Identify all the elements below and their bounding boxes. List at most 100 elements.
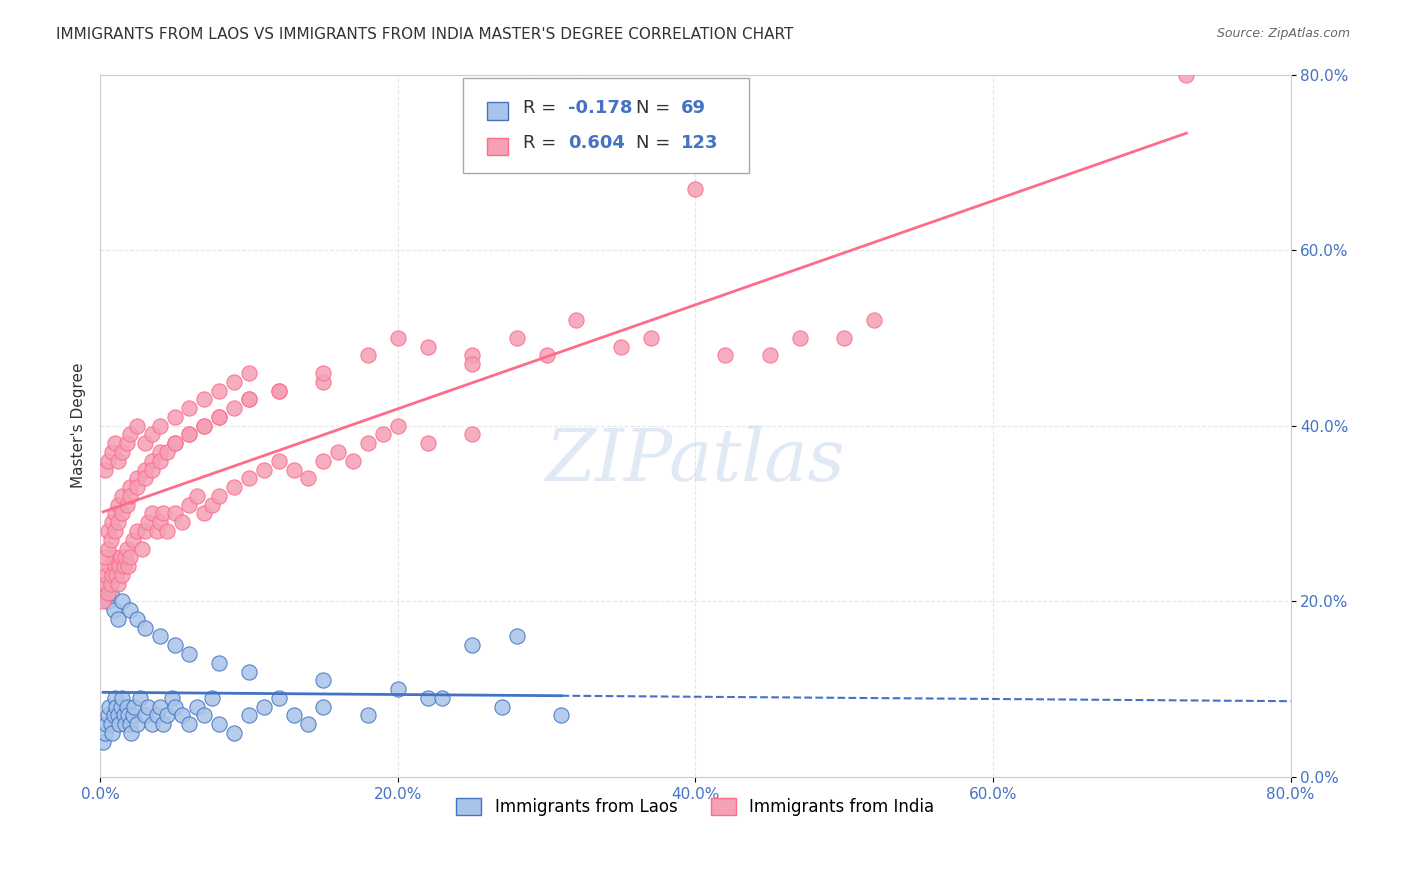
Point (134, 524, 156, 538)
Point (104, 524, 127, 538)
Point (193, 507, 215, 521)
Point (179, 401, 201, 416)
Point (222, 375, 245, 389)
Point (416, 690, 439, 705)
Point (328, 445, 350, 459)
Point (97, 454, 120, 468)
Point (94, 568, 117, 582)
Point (121, 708, 143, 723)
Point (97, 585, 120, 599)
Point (134, 471, 156, 485)
Point (107, 515, 129, 529)
Point (179, 427, 201, 442)
Point (357, 708, 380, 723)
Point (238, 708, 260, 723)
Point (136, 699, 159, 714)
Point (461, 638, 484, 652)
Point (101, 726, 124, 740)
Point (118, 427, 141, 442)
Point (103, 708, 125, 723)
Point (156, 708, 179, 723)
Point (208, 384, 231, 398)
Point (97, 594, 120, 608)
Point (100, 576, 122, 591)
FancyBboxPatch shape (486, 137, 509, 155)
Point (145, 524, 167, 538)
Point (267, 454, 290, 468)
Point (565, 313, 588, 327)
Point (110, 550, 132, 565)
FancyBboxPatch shape (463, 78, 749, 173)
Point (170, 515, 193, 529)
Point (118, 480, 141, 494)
Point (101, 568, 124, 582)
Point (550, 708, 572, 723)
Point (118, 489, 141, 503)
Point (127, 418, 149, 433)
Point (115, 436, 138, 450)
Point (491, 699, 513, 714)
Point (127, 471, 149, 485)
Point (186, 489, 208, 503)
Point (312, 375, 335, 389)
Point (610, 340, 633, 354)
Point (111, 690, 134, 705)
Point (100, 533, 122, 547)
Point (110, 699, 132, 714)
Point (758, 348, 780, 362)
Point (101, 445, 124, 459)
Point (124, 699, 146, 714)
Point (714, 348, 737, 362)
Point (432, 690, 454, 705)
Point (297, 471, 319, 485)
Point (506, 629, 529, 643)
Point (105, 699, 128, 714)
Point (357, 436, 380, 450)
Point (111, 507, 134, 521)
Point (416, 436, 439, 450)
Point (111, 489, 134, 503)
Point (152, 717, 174, 731)
Point (222, 480, 245, 494)
Point (179, 498, 201, 512)
Point (208, 409, 231, 424)
Text: IMMIGRANTS FROM LAOS VS IMMIGRANTS FROM INDIA MASTER'S DEGREE CORRELATION CHART: IMMIGRANTS FROM LAOS VS IMMIGRANTS FROM … (56, 27, 793, 42)
Point (104, 690, 127, 705)
Point (149, 515, 172, 529)
Point (104, 559, 127, 574)
Point (179, 647, 201, 661)
Point (297, 717, 319, 731)
Point (312, 699, 335, 714)
Point (152, 507, 174, 521)
Point (267, 690, 290, 705)
Text: 123: 123 (681, 134, 718, 152)
Point (131, 541, 153, 556)
Point (163, 436, 186, 450)
Point (134, 462, 156, 476)
Point (141, 427, 163, 442)
Point (208, 489, 231, 503)
Point (105, 568, 128, 582)
Point (101, 515, 124, 529)
Point (371, 427, 394, 442)
Point (685, 181, 707, 195)
Point (163, 507, 186, 521)
Point (312, 454, 335, 468)
Point (387, 331, 409, 345)
Point (506, 331, 529, 345)
Point (222, 726, 245, 740)
Point (108, 717, 131, 731)
Point (208, 409, 231, 424)
Point (160, 690, 183, 705)
Point (115, 541, 138, 556)
Text: N =: N = (636, 134, 676, 152)
FancyBboxPatch shape (486, 103, 509, 120)
Text: ZIPatlas: ZIPatlas (546, 425, 845, 496)
Point (149, 454, 172, 468)
Point (312, 673, 335, 688)
Point (97, 524, 120, 538)
Point (149, 699, 172, 714)
Point (238, 665, 260, 679)
Text: Source: ZipAtlas.com: Source: ZipAtlas.com (1216, 27, 1350, 40)
Point (149, 629, 172, 643)
